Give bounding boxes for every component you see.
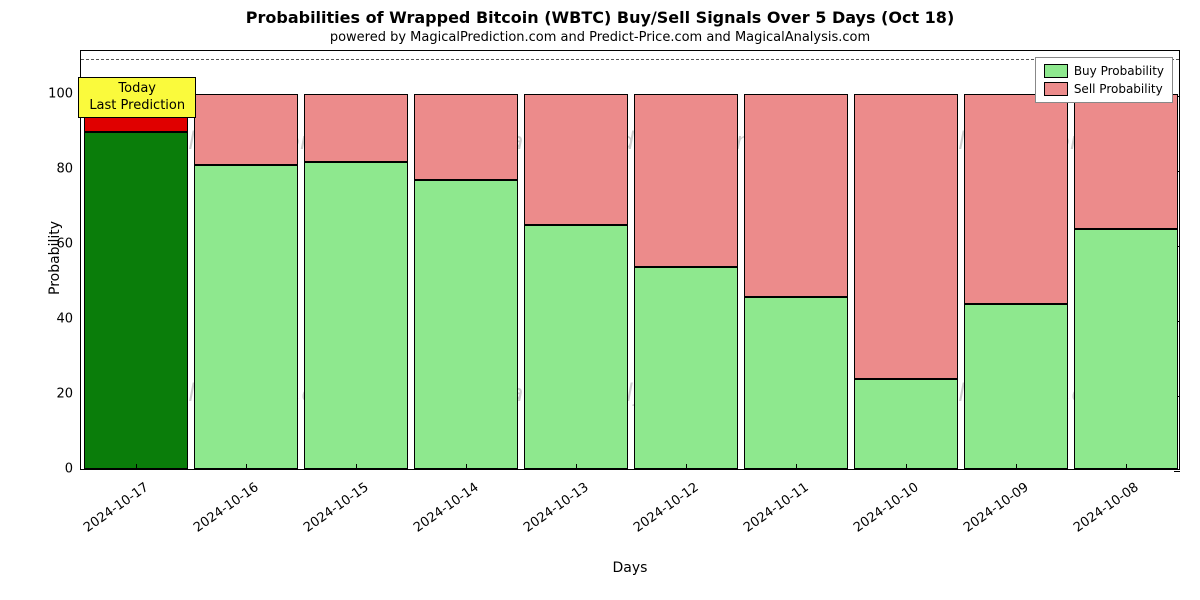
legend-swatch [1044,82,1068,96]
xtick-label: 2024-10-08 [1067,480,1141,538]
plot-area: 020406080100MagicalAnalysis.comMagicalAn… [80,50,1180,470]
buy-bar [1074,229,1177,469]
today-annotation: TodayLast Prediction [78,77,196,118]
legend-item: Sell Probability [1044,80,1164,98]
xtick-label: 2024-10-16 [187,480,261,538]
figure: Probabilities of Wrapped Bitcoin (WBTC) … [0,0,1200,600]
sell-bar [414,94,517,180]
y-axis-label: Probability [47,221,63,295]
xtick-label: 2024-10-13 [517,480,591,538]
xtick-mark [356,464,357,470]
xtick-mark [466,464,467,470]
chart-subtitle: powered by MagicalPrediction.com and Pre… [0,30,1200,45]
sell-bar [854,94,957,379]
sell-bar [194,94,297,165]
ytick-label: 0 [65,462,81,477]
ytick-label: 80 [56,162,81,177]
sell-bar [744,94,847,297]
sell-bar [634,94,737,267]
xtick-label: 2024-10-12 [627,480,701,538]
buy-bar [84,132,187,470]
ytick-mark [1174,471,1180,472]
xtick-label: 2024-10-14 [407,480,481,538]
xtick-mark [906,464,907,470]
buy-bar [524,225,627,469]
ytick-label: 100 [48,87,81,102]
buy-bar [964,304,1067,469]
xtick-mark [686,464,687,470]
xtick-label: 2024-10-15 [297,480,371,538]
legend-item: Buy Probability [1044,62,1164,80]
xtick-label: 2024-10-11 [737,480,811,538]
buy-bar [744,297,847,470]
buy-bar [194,165,297,469]
legend: Buy ProbabilitySell Probability [1035,57,1173,103]
ytick-label: 40 [56,312,81,327]
grid-dashed-line [81,59,1179,60]
sell-bar [1074,94,1177,229]
annotation-line2: Last Prediction [89,98,185,114]
xtick-mark [796,464,797,470]
buy-bar [304,162,407,470]
xtick-mark [576,464,577,470]
xtick-label: 2024-10-17 [77,480,151,538]
xtick-mark [1126,464,1127,470]
xtick-mark [246,464,247,470]
x-axis-label: Days [80,560,1180,576]
sell-bar [964,94,1067,304]
chart-title: Probabilities of Wrapped Bitcoin (WBTC) … [0,8,1200,27]
sell-bar [304,94,407,162]
legend-swatch [1044,64,1068,78]
buy-bar [854,379,957,469]
sell-bar [524,94,627,225]
xtick-mark [1016,464,1017,470]
ytick-label: 20 [56,387,81,402]
xtick-label: 2024-10-09 [957,480,1031,538]
xtick-mark [136,464,137,470]
buy-bar [634,267,737,470]
legend-label: Sell Probability [1074,80,1163,98]
legend-label: Buy Probability [1074,62,1164,80]
buy-bar [414,180,517,469]
xtick-label: 2024-10-10 [847,480,921,538]
annotation-line1: Today [89,81,185,97]
